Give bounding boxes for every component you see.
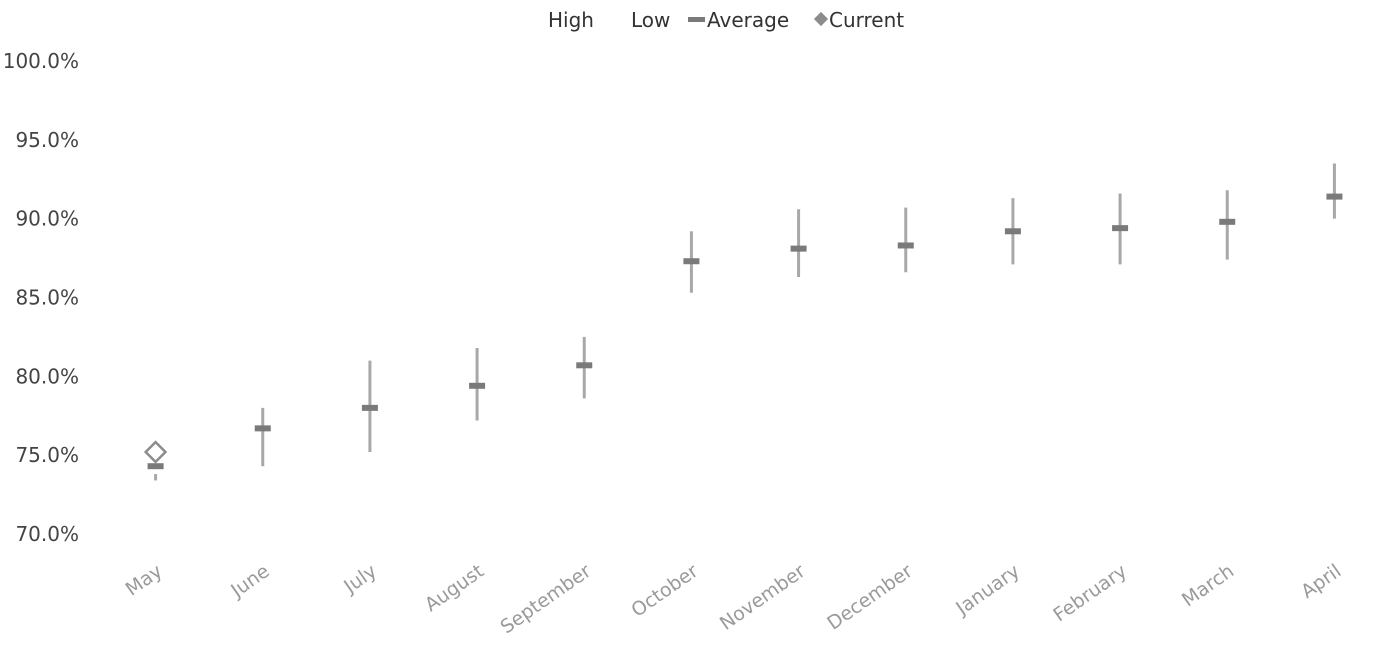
average-marker	[469, 382, 486, 389]
legend: High Low Average Current	[548, 8, 904, 32]
x-tick-label: November	[716, 560, 810, 635]
x-tick-label: May	[122, 560, 167, 601]
y-tick-label: 90.0%	[15, 207, 79, 231]
legend-label-average: Average	[707, 8, 789, 32]
legend-label-current: Current	[829, 8, 904, 32]
average-marker	[1326, 193, 1343, 200]
average-marker	[147, 463, 164, 470]
average-marker	[683, 258, 700, 265]
x-tick-label: December	[823, 560, 916, 635]
average-marker	[1219, 218, 1236, 225]
x-tick-label: February	[1049, 560, 1131, 626]
average-marker	[361, 404, 378, 411]
average-marker	[790, 245, 807, 252]
x-tick-label: October	[627, 560, 702, 622]
y-tick-label: 100.0%	[3, 49, 79, 73]
y-tick-label: 85.0%	[15, 286, 79, 310]
y-tick-label: 80.0%	[15, 364, 79, 388]
average-marker	[254, 425, 271, 432]
x-tick-label: August	[421, 560, 488, 616]
x-axis: May June July August September October Novembe…	[122, 560, 1346, 638]
y-tick-label: 95.0%	[15, 128, 79, 152]
y-tick-label: 75.0%	[15, 443, 79, 467]
x-tick-label: March	[1178, 560, 1238, 611]
x-tick-label: June	[226, 560, 273, 602]
legend-label-high: High	[548, 8, 594, 32]
x-tick-label: January	[951, 560, 1023, 620]
legend-average-marker	[688, 17, 705, 22]
average-marker	[897, 242, 914, 249]
legend-label-low: Low	[631, 8, 670, 32]
plot-area	[143, 163, 1343, 481]
x-tick-label: September	[496, 560, 595, 638]
x-tick-label: July	[339, 560, 380, 598]
legend-current-marker	[813, 11, 829, 27]
current-marker	[143, 440, 168, 464]
average-marker	[1004, 228, 1021, 235]
y-axis: 70.0% 75.0% 80.0% 85.0% 90.0% 95.0% 100.0%	[3, 49, 79, 546]
average-marker	[576, 362, 593, 369]
x-tick-label: April	[1297, 560, 1345, 603]
y-tick-label: 70.0%	[15, 522, 79, 546]
average-marker	[1112, 225, 1129, 232]
